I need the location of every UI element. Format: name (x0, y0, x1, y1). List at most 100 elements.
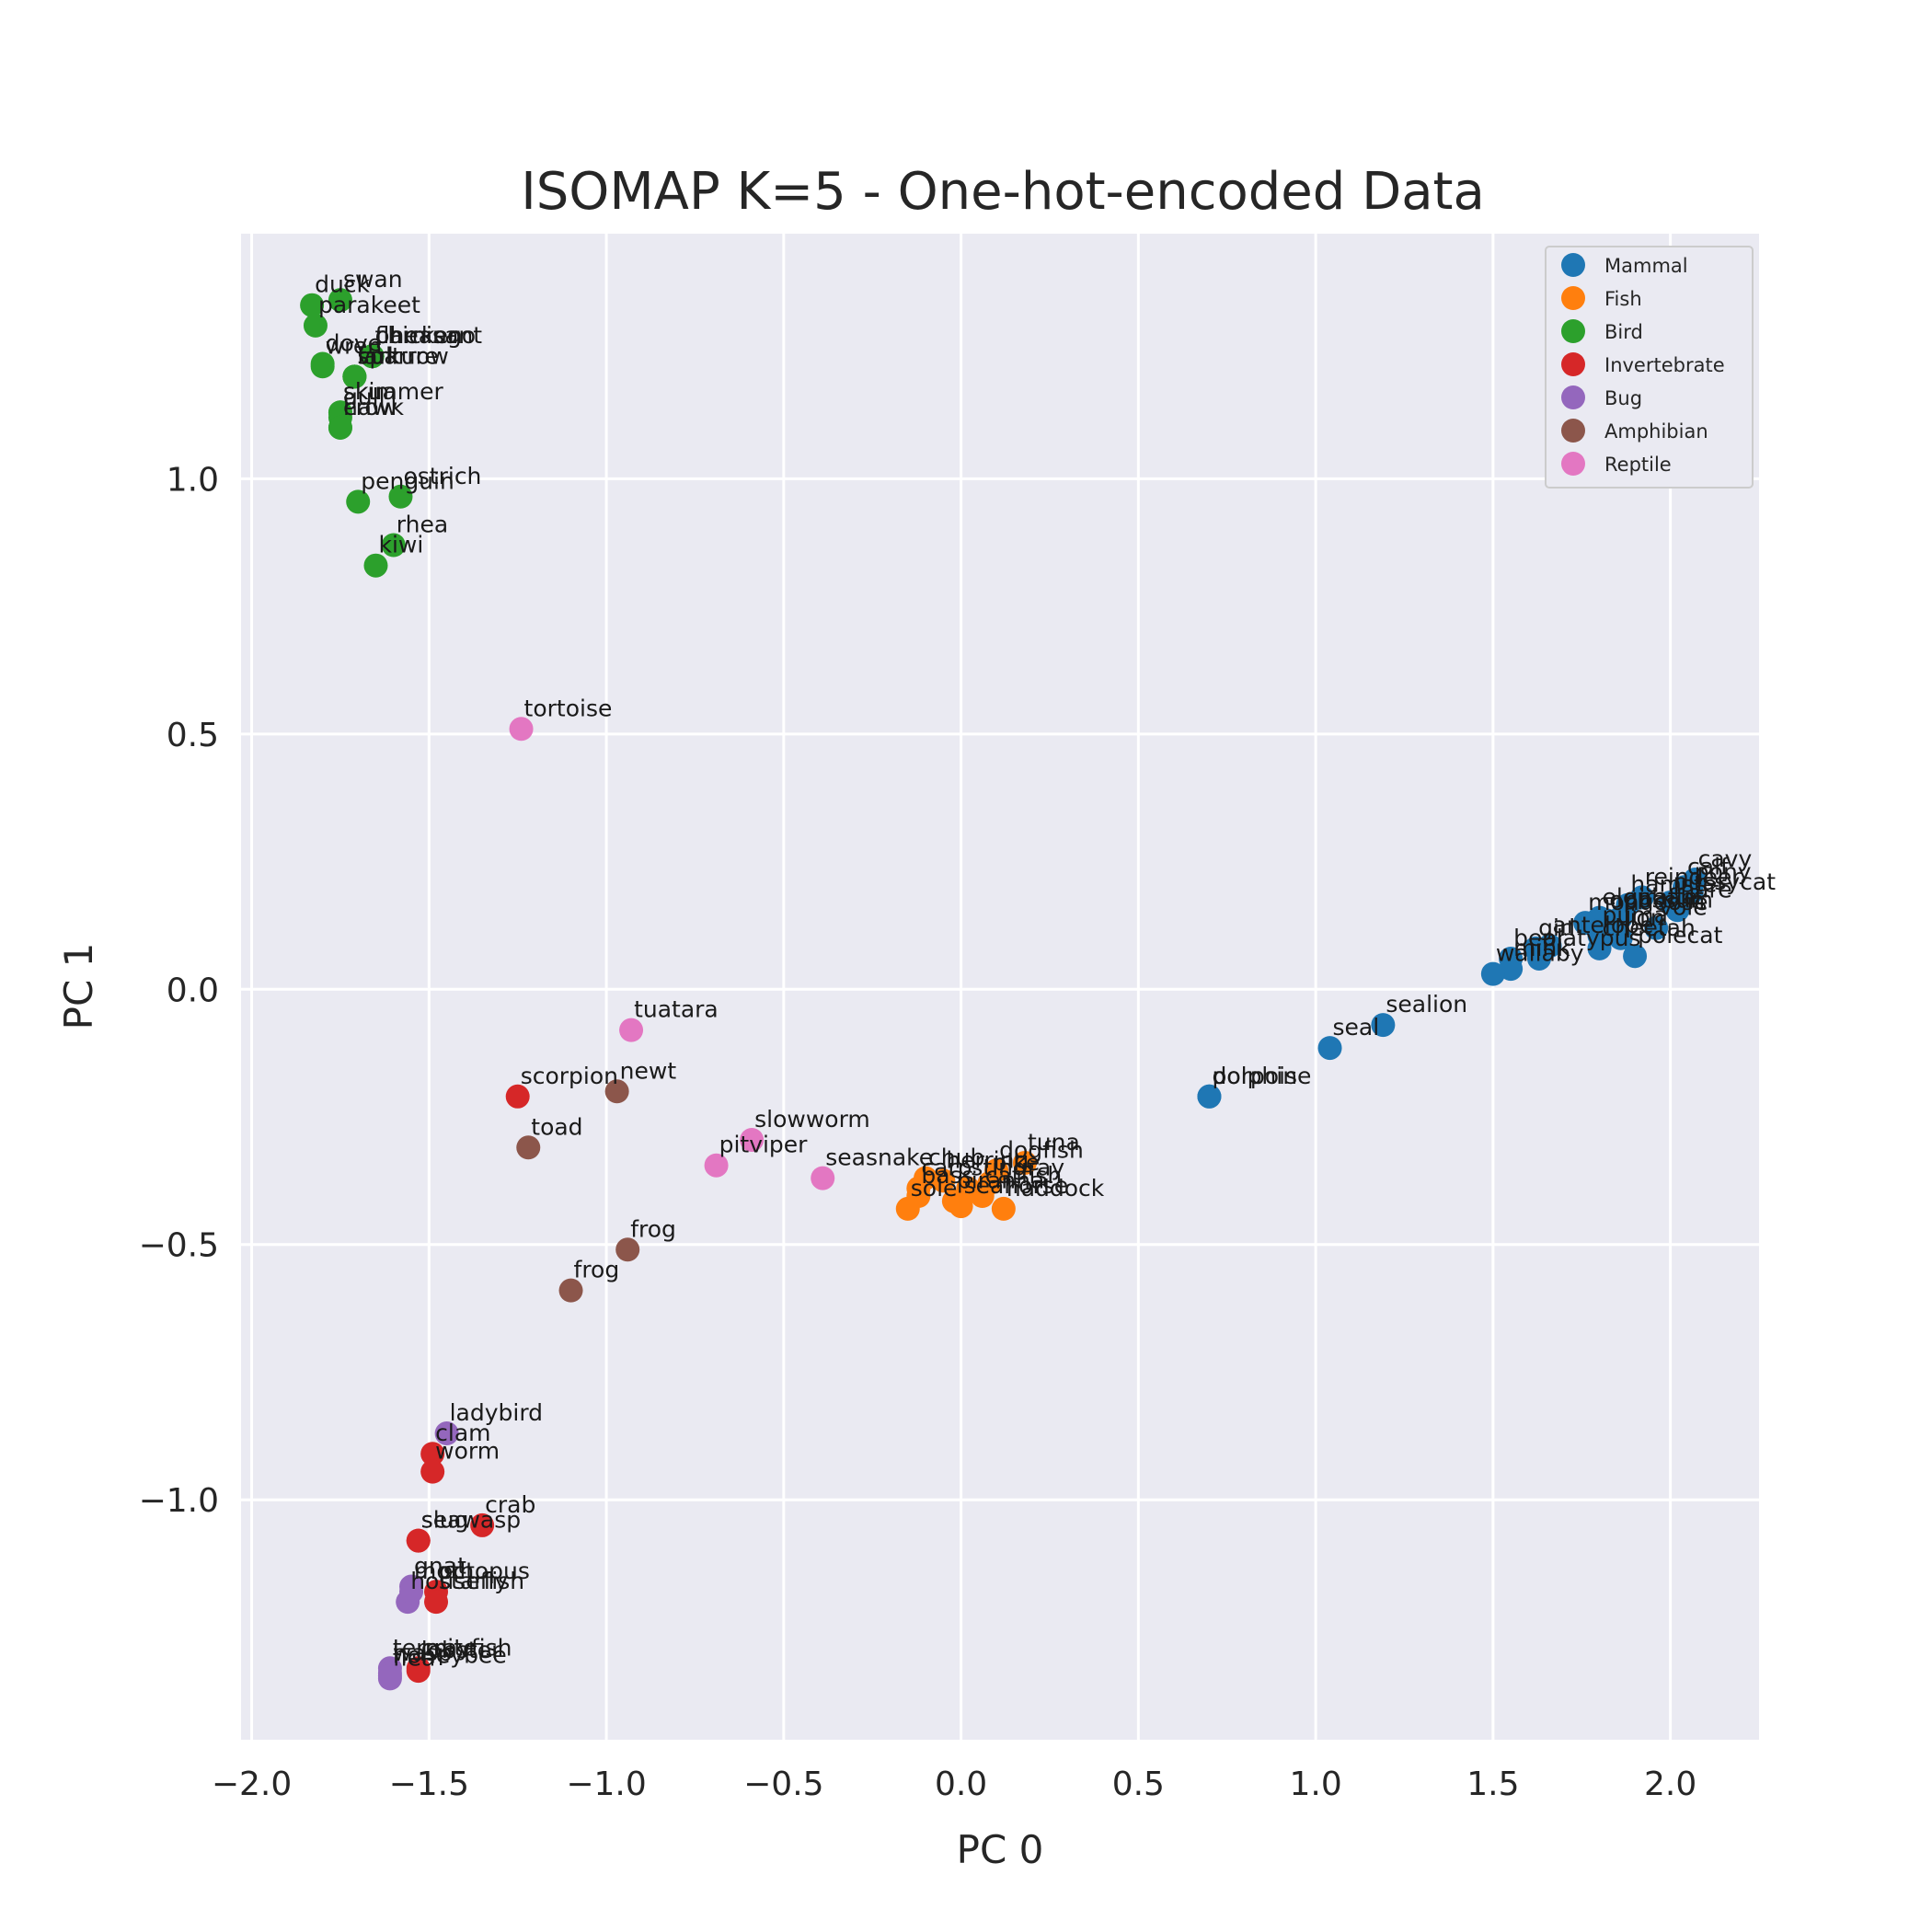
point-label: tuatara (634, 996, 719, 1023)
point-label: carp (921, 1155, 972, 1181)
point-label: seawasp (421, 1507, 521, 1534)
point-label: elephant (1603, 884, 1705, 911)
legend-marker (1561, 352, 1585, 376)
y-axis-label: PC 1 (56, 943, 101, 1030)
point-label: giraffe (1624, 884, 1698, 911)
point-label: hawk (343, 394, 405, 420)
y-tick-label: −1.0 (139, 1482, 219, 1520)
point-label: puma (1603, 902, 1668, 928)
data-point (895, 1196, 920, 1221)
point-label: dogfish (999, 1136, 1084, 1163)
legend-label: Bug (1604, 387, 1642, 409)
point-label: skimmer (343, 378, 444, 405)
point-label: chicken (375, 322, 463, 349)
point-label: slowworm (754, 1106, 870, 1133)
data-point (470, 1512, 495, 1537)
point-label: moth (414, 1558, 474, 1584)
x-tick-label: 2.0 (1644, 1765, 1696, 1803)
point-label: pony (1695, 858, 1752, 885)
point-label: crow (343, 394, 397, 420)
data-point (346, 489, 371, 514)
data-point (1012, 1150, 1037, 1175)
x-axis-label: PC 0 (957, 1827, 1044, 1872)
point-label: wallaby (1496, 940, 1584, 967)
legend-marker (1561, 452, 1585, 476)
point-label: termite (393, 1634, 477, 1661)
point-label: vole (1659, 894, 1707, 921)
point-label: girl (1538, 914, 1575, 941)
point-label: seahorse (964, 1172, 1069, 1199)
point-label: gnat (414, 1553, 466, 1580)
data-point (363, 553, 388, 578)
point-label: lobster (421, 1637, 501, 1663)
data-point (303, 313, 328, 338)
data-point (619, 1018, 644, 1042)
legend-label: Bird (1604, 321, 1643, 343)
point-label: chub (928, 1144, 984, 1171)
x-tick-label: −2.0 (212, 1765, 292, 1803)
point-label: crayfish (421, 1634, 512, 1661)
data-point (399, 1580, 424, 1604)
point-label: cavy (1698, 845, 1753, 872)
legend-marker (1561, 253, 1585, 277)
data-point (310, 354, 335, 379)
data-point (328, 415, 352, 440)
plot-area (241, 234, 1759, 1740)
legend-label: Fish (1604, 288, 1642, 310)
data-point (1480, 961, 1505, 986)
point-label: flea (393, 1644, 435, 1671)
legend-label: Reptile (1604, 454, 1672, 476)
data-point (406, 1528, 431, 1553)
point-label: starfish (439, 1568, 524, 1594)
point-label: piranha (957, 1167, 1044, 1194)
y-tick-label: 1.0 (167, 461, 219, 499)
legend-marker (1561, 385, 1585, 409)
point-label: worm (435, 1438, 500, 1465)
y-tick-label: 0.0 (167, 972, 219, 1009)
data-point (1526, 946, 1551, 971)
data-point (516, 1135, 541, 1160)
tick-labels: −2.0 −1.5 −1.0 −0.5 0.0 0.5 1.0 1.5 2.0 −1.0 −0.5 0… (139, 461, 1697, 1803)
data-point (381, 533, 406, 558)
point-label: swan (343, 266, 403, 293)
data-point (420, 1459, 445, 1484)
data-point (558, 1278, 583, 1303)
point-label: pheasant (375, 322, 483, 349)
point-label: gull (343, 384, 385, 410)
point-label: tortoise (524, 695, 613, 721)
point-label: honeybee (393, 1642, 507, 1669)
point-label: duck (315, 271, 370, 298)
point-label: pussycat (1673, 868, 1777, 895)
point-label: skua (343, 378, 397, 405)
point-label: wren (326, 332, 382, 359)
point-label: bass (921, 1162, 973, 1189)
point-label: calf (1687, 853, 1730, 880)
legend-box (1545, 246, 1754, 489)
point-label: catfish (985, 1162, 1062, 1189)
point-label: wasp (393, 1639, 453, 1666)
legend-marker (1561, 419, 1585, 443)
point-label: flamingo (375, 322, 476, 349)
point-label: haddock (1006, 1175, 1105, 1202)
point-labels: cavycalfponyreindeerhamsterpussycatharee… (315, 266, 1776, 1671)
legend-label: Amphibian (1604, 420, 1708, 443)
point-label: antelope (1553, 912, 1654, 938)
data-point (811, 1166, 835, 1190)
data-point (1665, 898, 1690, 923)
chart-title: ISOMAP K=5 - One-hot-encoded Data (521, 162, 1485, 222)
data-point (434, 1421, 459, 1446)
data-point (1679, 880, 1704, 904)
point-label: slug (421, 1507, 469, 1534)
point-label: cheetah (1603, 914, 1696, 941)
legend-marker (1561, 286, 1585, 310)
point-label: sparrow (357, 342, 449, 369)
point-label: dolphin (1212, 1063, 1297, 1089)
point-label: kiwi (378, 532, 423, 558)
point-label: ladybird (450, 1399, 543, 1426)
point-label: porpoise (1212, 1063, 1311, 1089)
point-label: housefly (410, 1568, 508, 1594)
legend: Mammal Fish Bird Invertebrate Bug Amphibian Re… (1545, 246, 1754, 489)
point-label: mongoose (1588, 889, 1708, 915)
x-tick-label: −1.5 (389, 1765, 469, 1803)
legend-label: Invertebrate (1604, 354, 1725, 376)
